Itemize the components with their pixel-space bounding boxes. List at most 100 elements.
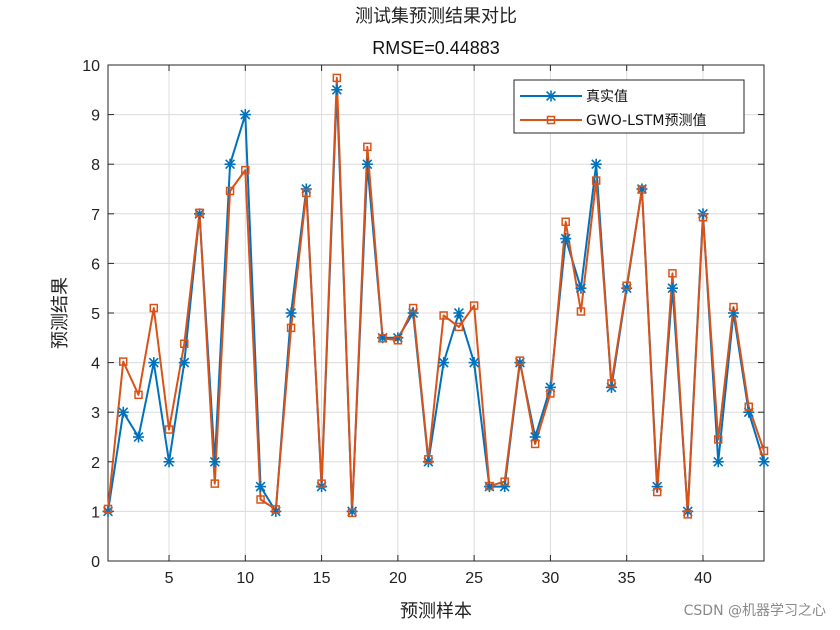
x-tick-label: 5 (165, 570, 174, 587)
asterisk-stroke (255, 481, 266, 492)
data-point-series-2 (256, 495, 265, 504)
chart-title: 测试集预测结果对比 (355, 6, 517, 27)
asterisk-stroke (591, 159, 602, 170)
asterisk-stroke (331, 84, 342, 95)
x-tick-label: 15 (313, 570, 331, 587)
y-tick-label: 1 (91, 504, 100, 521)
y-tick-label: 8 (91, 157, 100, 174)
data-point-series-2 (561, 217, 570, 226)
y-tick-label: 7 (91, 207, 100, 224)
data-point-series-1 (331, 84, 343, 96)
data-point-series-2 (424, 455, 433, 464)
data-point-series-2 (546, 389, 555, 398)
chart-subtitle: RMSE=0.44883 (372, 38, 500, 58)
y-axis-label: 预测结果 (50, 277, 71, 349)
data-point-series-2 (637, 185, 647, 194)
data-point-series-1 (224, 158, 236, 170)
data-point-series-2 (119, 357, 128, 366)
data-point-series-2 (713, 435, 723, 444)
y-tick-label: 2 (91, 455, 100, 472)
asterisk-stroke (546, 91, 556, 101)
data-point-series-1 (575, 282, 587, 294)
y-tick-label: 4 (91, 356, 100, 373)
data-point-series-2 (378, 334, 387, 343)
data-point-series-2 (515, 356, 525, 365)
data-point-series-2 (698, 213, 708, 222)
data-point-series-1 (666, 282, 678, 294)
legend-square (546, 115, 556, 125)
asterisk-stroke (118, 407, 129, 418)
data-point-series-1 (453, 307, 465, 319)
y-tick-label: 9 (91, 108, 100, 125)
data-point-series-1 (133, 431, 145, 443)
data-point-series-2 (332, 73, 342, 83)
data-point-series-2 (225, 186, 235, 196)
data-point-series-2 (622, 281, 631, 290)
data-point-series-2 (607, 379, 616, 388)
legend: 真实值 GWO-LSTM预测值 (513, 79, 745, 134)
data-point-series-2 (454, 322, 464, 332)
asterisk-stroke (362, 159, 373, 170)
data-point-series-2 (744, 402, 753, 411)
asterisk-stroke (133, 432, 144, 442)
data-point-series-2 (759, 446, 769, 456)
asterisk-stroke (469, 357, 480, 368)
data-point-series-1 (560, 233, 572, 245)
data-point-series-1 (285, 307, 297, 319)
asterisk-stroke (240, 109, 251, 120)
asterisk-stroke (575, 283, 586, 294)
asterisk-stroke (667, 283, 678, 294)
data-point-series-1 (163, 456, 175, 468)
x-tick-label: 20 (389, 570, 407, 587)
series-line-2 (107, 76, 765, 516)
x-tick-label: 25 (465, 570, 483, 587)
axis-ticks: 0 1 2 3 4 5 6 7 8 9 10 5 10 15 20 25 30 35 40 (82, 58, 764, 587)
data-point-series-2 (149, 303, 159, 313)
x-tick-label: 30 (542, 570, 560, 587)
asterisk-stroke (179, 357, 190, 368)
x-tick-label: 10 (236, 570, 254, 587)
data-point-series-2 (347, 508, 357, 518)
data-point-series-2 (469, 301, 479, 310)
data-point-series-2 (180, 339, 189, 349)
data-point-series-1 (590, 158, 602, 170)
asterisk-stroke (148, 357, 159, 368)
asterisk-stroke (713, 456, 724, 467)
data-point-series-1 (239, 109, 251, 121)
data-point-series-2 (576, 307, 586, 316)
y-tick-label: 6 (91, 256, 100, 273)
data-point-series-1 (178, 357, 190, 369)
x-tick-label: 40 (694, 570, 712, 587)
data-point-series-1 (361, 158, 373, 170)
data-point-series-2 (363, 142, 372, 152)
data-point-series-2 (652, 487, 662, 497)
data-point-series-1 (468, 357, 480, 369)
data-point-series-2 (591, 176, 601, 185)
data-point-series-2 (683, 510, 692, 519)
series-line-1 (107, 88, 765, 513)
asterisk-stroke (164, 456, 174, 467)
y-tick-label: 0 (91, 554, 100, 571)
data-point-series-2 (302, 188, 311, 198)
data-point-series-2 (317, 479, 326, 488)
legend-marker-asterisk (545, 90, 557, 102)
asterisk-stroke (286, 308, 297, 318)
data-point-series-1 (209, 456, 221, 468)
x-tick-label: 35 (618, 570, 636, 587)
asterisk-stroke (453, 308, 464, 318)
series-layer (102, 73, 770, 519)
data-point-series-2 (210, 479, 220, 488)
data-point-series-1 (758, 456, 770, 468)
legend-label-series-1: 真实值 (586, 89, 628, 105)
data-point-series-2 (729, 302, 738, 312)
data-point-series-1 (712, 456, 724, 468)
asterisk-stroke (560, 233, 571, 244)
data-point-series-2 (195, 208, 204, 218)
data-point-series-1 (255, 481, 267, 493)
data-point-series-2 (271, 505, 281, 514)
data-point-series-2 (408, 303, 418, 313)
y-tick-label: 3 (91, 405, 100, 422)
data-point-series-2 (286, 323, 296, 333)
data-point-series-2 (500, 477, 509, 486)
